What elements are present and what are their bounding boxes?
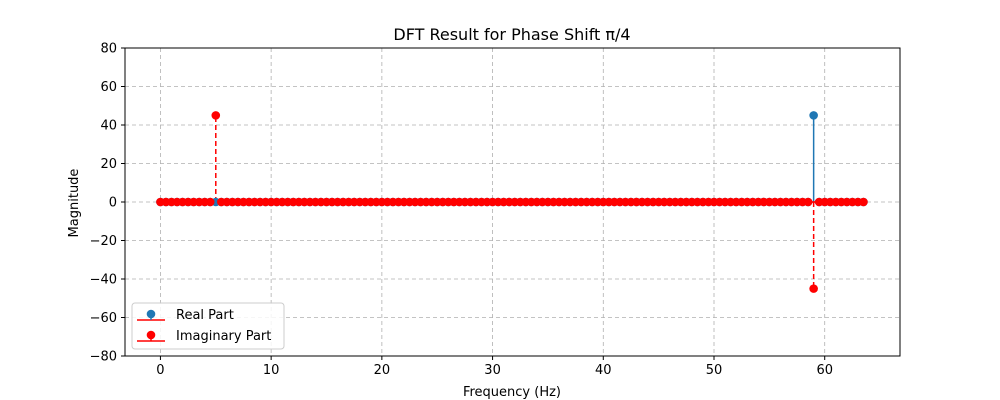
imaginary-part-marker xyxy=(211,111,221,120)
markers xyxy=(156,111,868,293)
x-tick-label: 30 xyxy=(484,363,501,378)
legend-imaginary-part-marker xyxy=(146,330,156,340)
y-tick-label: 0 xyxy=(109,196,117,211)
chart-title: DFT Result for Phase Shift π/4 xyxy=(393,25,630,44)
legend-box xyxy=(131,302,285,350)
y-tick-label: 40 xyxy=(100,119,117,134)
y-tick-label: −40 xyxy=(90,273,117,288)
y-tick-label: −60 xyxy=(90,311,117,326)
legend-real-part-label: Real Part xyxy=(176,308,234,323)
x-tick-label: 0 xyxy=(156,363,164,378)
y-tick-label: 20 xyxy=(100,157,117,172)
x-axis-title: Frequency (Hz) xyxy=(463,385,561,400)
real-part-marker xyxy=(809,111,818,120)
legend: Real Part Imaginary Part xyxy=(131,302,285,350)
x-tick-label: 60 xyxy=(816,363,833,378)
x-tick-label: 20 xyxy=(374,363,391,378)
x-tick-label: 50 xyxy=(706,363,723,378)
y-tick-label: −80 xyxy=(90,350,117,365)
imaginary-part-marker xyxy=(859,197,868,207)
y-tick-label: 80 xyxy=(100,42,117,57)
y-tick-label: −20 xyxy=(90,234,117,249)
imaginary-part-marker xyxy=(205,197,215,207)
x-tick-label: 40 xyxy=(595,363,612,378)
y-axis-title: Magnitude xyxy=(67,169,82,238)
ticks: 0 10 20 30 40 50 60 −80 −60 −40 −20 0 20 40 60 80 xyxy=(90,42,833,379)
x-tick-label: 10 xyxy=(263,363,280,378)
imaginary-part-marker xyxy=(803,197,813,207)
y-tick-label: 60 xyxy=(100,80,117,95)
imaginary-part-marker xyxy=(809,284,818,293)
legend-real-part-marker xyxy=(146,309,156,319)
legend-imaginary-part-label: Imaginary Part xyxy=(176,329,271,344)
